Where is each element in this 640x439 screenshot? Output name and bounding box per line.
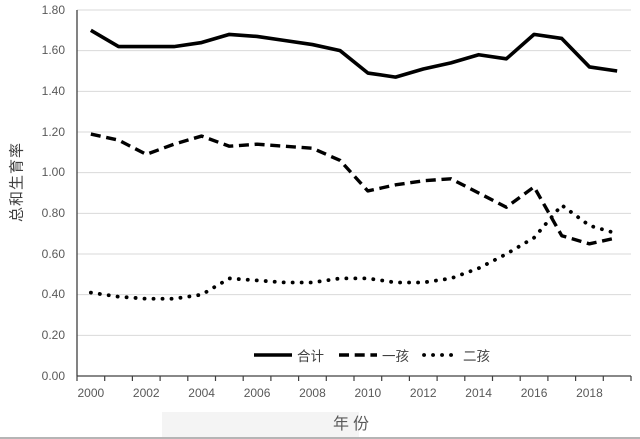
y-tick-label-1.80: 1.80: [41, 2, 65, 17]
series-line-total: [89, 28, 618, 79]
legend-item-second-child: 二孩: [422, 345, 490, 365]
y-tick-label-0.40: 0.40: [41, 287, 65, 302]
legend-swatch-dashed-line: [339, 353, 377, 357]
y-tick-label-0.20: 0.20: [41, 327, 65, 342]
legend-label-second-child: 二孩: [463, 349, 490, 364]
x-tick-label-2010: 2010: [354, 386, 382, 400]
bottom-border-line: [0, 437, 640, 439]
series-line-second-child: [88, 203, 620, 301]
y-tick-label-0.60: 0.60: [41, 246, 65, 261]
x-axis-title-highlight-band: [162, 412, 359, 438]
y-tick-label-1.60: 1.60: [41, 43, 65, 58]
legend-label-first-child: 一孩: [382, 349, 409, 364]
x-tick-label-2002: 2002: [132, 386, 160, 400]
x-tick-label-2016: 2016: [520, 386, 548, 400]
series-line-first-child: [90, 132, 618, 246]
legend-swatch-dotted-line: [422, 353, 460, 357]
x-tick-label-2004: 2004: [188, 386, 215, 400]
x-tick-label-2014: 2014: [465, 386, 492, 400]
x-tick-label-2018: 2018: [576, 386, 603, 400]
y-tick-label-0.00: 0.00: [41, 368, 65, 383]
x-tick-label-2000: 2000: [77, 386, 105, 400]
x-tick-label-2008: 2008: [299, 386, 326, 400]
legend-swatch-solid-line: [254, 353, 292, 357]
y-tick-label-1.20: 1.20: [41, 124, 65, 139]
legend-item-first-child: 一孩: [337, 345, 409, 365]
legend: 合计 一孩 二孩: [252, 345, 490, 365]
legend-label-total: 合计: [297, 349, 324, 364]
y-tick-label-0.80: 0.80: [41, 205, 65, 220]
y-tick-label-1.00: 1.00: [41, 165, 65, 180]
x-axis-title: 年份: [332, 416, 374, 433]
x-tick-label-2012: 2012: [409, 386, 437, 400]
x-tick-label-2006: 2006: [243, 386, 271, 400]
legend-item-total: 合计: [252, 345, 324, 365]
y-tick-label-1.40: 1.40: [41, 83, 65, 98]
